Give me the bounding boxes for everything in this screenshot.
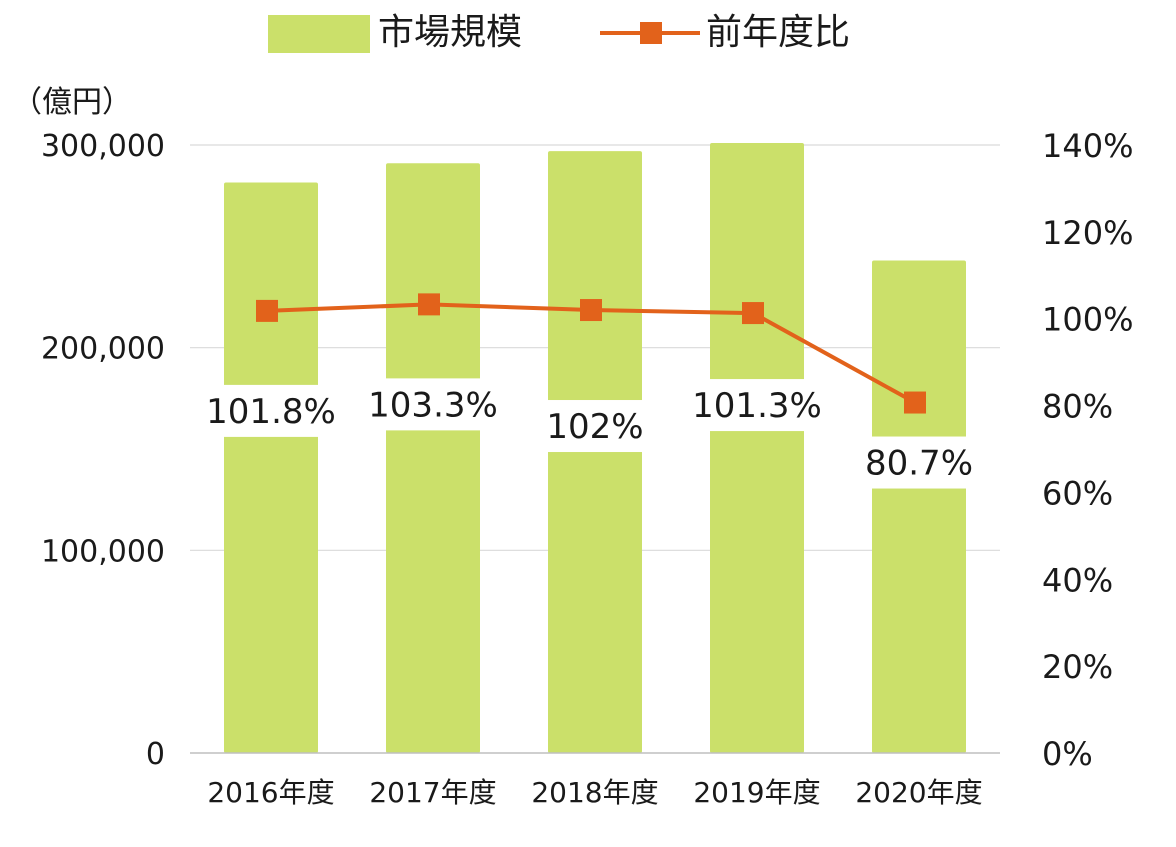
y-axis-unit-label: （億円） [12,85,132,120]
legend-label-yoy: 前年度比 [706,12,850,53]
category-label: 2018年度 [531,776,658,809]
left-tick-label: 100,000 [41,534,165,569]
data-label: 102% [546,407,643,447]
data-label-bg [223,384,319,437]
right-tick-label: 60% [1042,474,1113,512]
legend-label-market-size: 市場規模 [378,12,522,53]
bar [872,260,966,753]
right-tick-label: 140% [1042,127,1133,165]
data-label: 101.3% [692,386,822,426]
category-label: 2019年度 [693,776,820,809]
data-label-bg [709,379,805,432]
data-label: 80.7% [865,444,973,484]
right-tick-label: 100% [1042,301,1133,339]
yoy-marker [256,299,278,322]
data-label-bg [547,400,643,453]
bar [386,163,480,754]
bar [548,151,642,753]
legend-swatch-yoy-marker [640,22,662,44]
yoy-marker [418,293,440,316]
category-label: 2017年度 [369,776,496,809]
data-label: 103.3% [368,385,498,425]
right-axis-ticks: 0% 20% 40% 60% 80% 100% 120% 140% [1042,127,1133,773]
data-label: 101.8% [206,392,336,432]
data-labels: 101.8% 103.3% 102% 101.3% 80.7% [206,378,973,489]
yoy-marker [742,302,764,325]
data-label-bg [871,436,967,489]
category-label: 2016年度 [207,776,334,809]
legend: 市場規模 前年度比 [268,12,850,53]
legend-swatch-market-size [268,15,370,53]
right-tick-label: 20% [1042,648,1113,686]
left-tick-label: 300,000 [41,129,165,164]
left-tick-label: 200,000 [41,332,165,367]
bar [224,182,318,753]
bar [710,142,804,753]
data-label-bg [385,378,481,431]
left-tick-label: 0 [146,737,165,772]
bars [224,142,966,754]
right-tick-label: 80% [1042,388,1113,426]
right-tick-label: 0% [1042,735,1093,773]
yoy-line-series [256,293,926,414]
yoy-marker [580,299,602,322]
yoy-marker [904,391,926,414]
left-axis-ticks: 0 100,000 200,000 300,000 [41,129,165,772]
category-label: 2020年度 [855,776,982,809]
right-tick-label: 40% [1042,561,1113,599]
category-labels: 2016年度 2017年度 2018年度 2019年度 2020年度 [207,776,982,809]
right-tick-label: 120% [1042,214,1133,252]
